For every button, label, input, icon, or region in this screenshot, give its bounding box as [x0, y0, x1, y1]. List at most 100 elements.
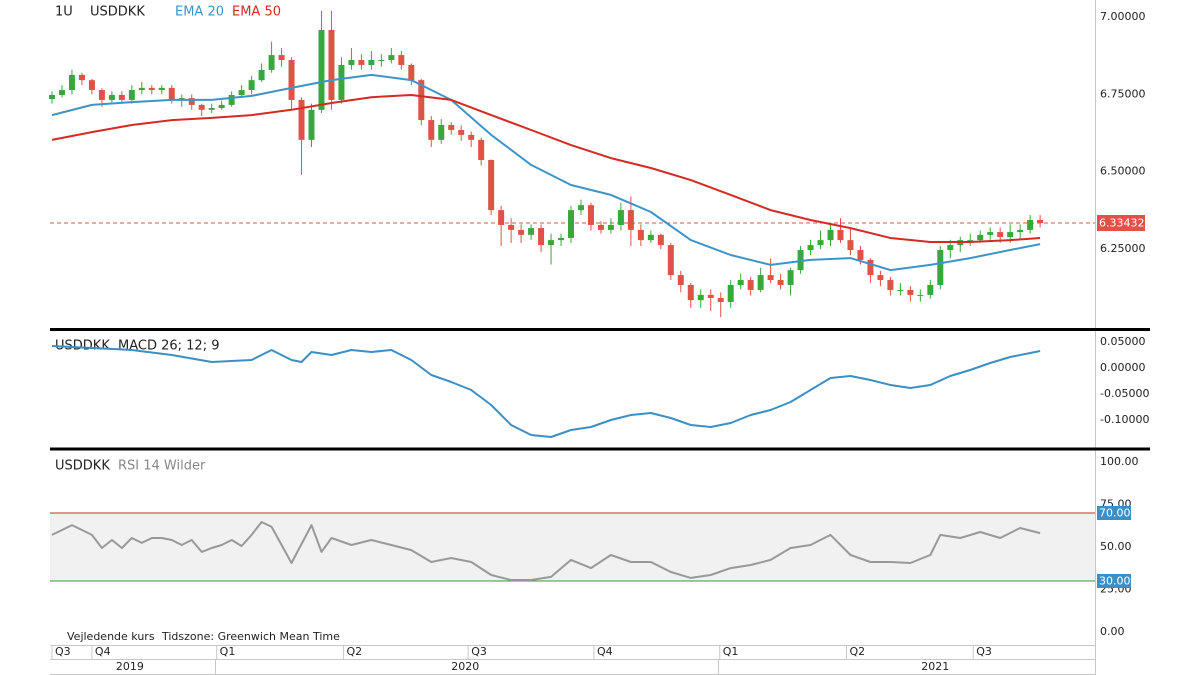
candle-body: [468, 134, 475, 140]
candle-body: [677, 275, 684, 285]
candle-body: [887, 280, 894, 290]
year-label: 2020: [451, 660, 479, 673]
candle-body: [717, 297, 724, 303]
candle-body: [288, 60, 295, 100]
candle-body: [568, 210, 575, 238]
candle-body: [138, 87, 145, 91]
y-tick-label: 6.50000: [1100, 165, 1146, 178]
symbol: USDDKK: [55, 339, 110, 354]
candle-body: [328, 30, 335, 100]
candle-body: [158, 87, 165, 91]
y-tick-label: 0.00: [1100, 625, 1125, 638]
year-label: 2019: [116, 660, 144, 673]
y-tick-label: 100.00: [1100, 455, 1139, 468]
candle-body: [358, 60, 365, 65]
candle-body: [508, 224, 515, 230]
candle-body: [857, 250, 864, 260]
candle-body: [418, 80, 425, 121]
candle-body: [398, 55, 405, 65]
x-tick-label: Q4: [95, 645, 111, 658]
line: [51, 345, 1041, 438]
last-price-label: 6.33432: [1099, 217, 1145, 230]
candle-body: [538, 228, 545, 246]
candle-body: [108, 94, 115, 100]
candle-body: [248, 80, 255, 91]
candle-body: [68, 74, 75, 91]
x-tick-label: Q1: [723, 645, 739, 658]
y-tick-label: -0.10000: [1100, 413, 1149, 426]
candle-body: [847, 240, 854, 251]
candle-body: [727, 284, 734, 303]
candle-body: [977, 234, 984, 241]
candle-body: [318, 30, 325, 110]
candle-body: [987, 232, 994, 235]
candle-body: [558, 237, 565, 241]
y-tick-label: 6.25000: [1100, 242, 1146, 255]
candle-body: [48, 94, 55, 100]
y-tick-label: 6.75000: [1100, 87, 1146, 100]
x-tick-label: Q2: [849, 645, 865, 658]
candle-body: [797, 250, 804, 271]
candle-body: [448, 125, 455, 130]
candle-body: [997, 232, 1004, 238]
symbol: USDDKK: [55, 459, 110, 474]
y-tick-label: -0.05000: [1100, 387, 1149, 400]
candle-body: [637, 229, 644, 241]
candle-body: [757, 275, 764, 290]
y-tick-label: 7.00000: [1100, 10, 1146, 23]
candle-body: [228, 94, 235, 105]
candle-body: [338, 64, 345, 100]
x-tick-label: Q4: [597, 645, 613, 658]
candle-body: [1007, 232, 1014, 238]
candle-body: [258, 69, 265, 81]
candle-body: [607, 224, 614, 230]
candle-body: [118, 94, 125, 100]
symbol: USDDKK: [90, 5, 145, 20]
candle-body: [168, 87, 175, 100]
candle-body: [927, 284, 934, 295]
footer-note: Tidszone: Greenwich Mean Time: [161, 630, 340, 643]
candle-body: [408, 64, 415, 81]
candle-body: [348, 60, 355, 65]
candle-body: [577, 205, 584, 211]
candle-body: [667, 245, 674, 276]
candle-body: [1037, 220, 1044, 224]
candle-body: [528, 228, 535, 235]
y-tick-label: 50.00: [1100, 540, 1132, 553]
candle-body: [687, 284, 694, 301]
candle-body: [1027, 220, 1034, 230]
candle-body: [967, 240, 974, 242]
candle-body: [617, 210, 624, 225]
interval: 1U: [55, 5, 73, 20]
candle-body: [627, 210, 634, 230]
candle-body: [737, 280, 744, 285]
level-label: 30.00: [1099, 574, 1131, 587]
candle-body: [827, 229, 834, 241]
candle-body: [428, 120, 435, 140]
candle-body: [78, 74, 85, 81]
candle-body: [498, 210, 505, 225]
candle-body: [368, 60, 375, 65]
x-tick-label: Q3: [55, 645, 71, 658]
candle-body: [917, 294, 924, 296]
line: [51, 94, 1041, 243]
level-band: [50, 512, 1095, 581]
candle-body: [458, 129, 465, 135]
candle-body: [587, 205, 594, 225]
line: [51, 73, 1041, 272]
candle-body: [378, 60, 385, 62]
candle-body: [198, 104, 205, 110]
candle-body: [837, 229, 844, 241]
level-box: [1097, 573, 1131, 588]
candle-body: [897, 289, 904, 291]
x-tick-label: Q3: [471, 645, 487, 658]
line: [51, 521, 1041, 581]
candle-body: [647, 234, 654, 241]
legend-entry: EMA 20: [175, 5, 224, 20]
candle-body: [907, 289, 914, 295]
level-label: 70.00: [1099, 506, 1131, 519]
x-tick-label: Q1: [220, 645, 236, 658]
indicator-title: MACD 26; 12; 9: [118, 339, 219, 354]
candle-body: [657, 234, 664, 246]
